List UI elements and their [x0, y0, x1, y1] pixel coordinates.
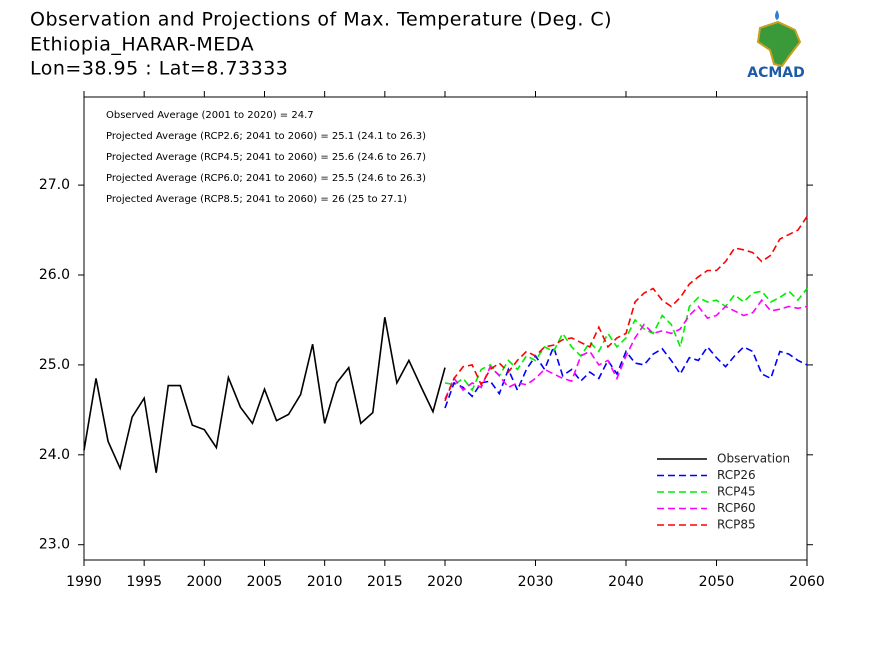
legend-label: Observation [717, 452, 790, 466]
x-tick-label: 2010 [307, 574, 343, 590]
y-tick-label: 25.0 [39, 357, 70, 373]
legend-label: RCP85 [717, 518, 756, 532]
chart-title: Observation and Projections of Max. Temp… [30, 9, 612, 31]
y-tick-label: 23.0 [39, 537, 70, 553]
annotation: Observed Average (2001 to 2020) = 24.7 [106, 110, 314, 121]
x-tick-label: 1990 [66, 574, 102, 590]
x-tick-label: 2005 [247, 574, 283, 590]
x-tick-label: 2040 [608, 574, 644, 590]
x-tick-label: 2020 [427, 574, 463, 590]
annotation: Projected Average (RCP8.5; 2041 to 2060)… [106, 194, 407, 205]
x-tick-label: 2050 [699, 574, 735, 590]
legend-label: RCP26 [717, 468, 756, 482]
series-line [444, 344, 808, 409]
logo-text: ACMAD [747, 65, 805, 81]
annotation: Projected Average (RCP2.6; 2041 to 2060)… [106, 131, 426, 142]
x-tick-label: 2030 [518, 574, 554, 590]
y-tick-label: 26.0 [39, 267, 70, 283]
logo: ACMAD [747, 10, 805, 81]
y-tick-label: 27.0 [39, 177, 70, 193]
series-line [444, 298, 808, 400]
legend-label: RCP45 [717, 485, 756, 499]
logo-map [756, 20, 802, 68]
x-tick-label: 2015 [367, 574, 403, 590]
x-tick-label: 2060 [789, 574, 825, 590]
series-line [444, 288, 808, 392]
legend-label: RCP60 [717, 501, 756, 515]
annotation: Projected Average (RCP6.0; 2041 to 2060)… [106, 173, 426, 184]
location: Lon=38.95 : Lat=8.73333 [30, 58, 288, 80]
x-tick-label: 2000 [187, 574, 223, 590]
x-tick-label: 1995 [126, 574, 162, 590]
annotation: Projected Average (RCP4.5; 2041 to 2060)… [106, 152, 426, 163]
y-tick-label: 24.0 [39, 447, 70, 463]
series-line [83, 317, 446, 473]
logo-drop [775, 10, 779, 20]
series-line [444, 216, 808, 402]
chart-subtitle: Ethiopia_HARAR-MEDA [30, 34, 254, 56]
